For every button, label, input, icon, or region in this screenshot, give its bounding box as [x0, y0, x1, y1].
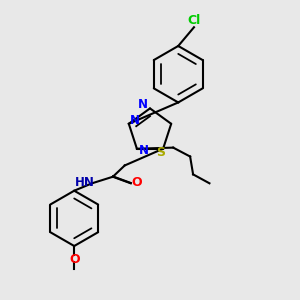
Text: N: N: [139, 144, 149, 157]
Text: S: S: [156, 146, 165, 159]
Text: N: N: [130, 114, 140, 127]
Text: O: O: [131, 176, 142, 189]
Text: N: N: [138, 98, 148, 111]
Text: HN: HN: [75, 176, 95, 189]
Text: Cl: Cl: [188, 14, 201, 27]
Text: O: O: [69, 253, 80, 266]
